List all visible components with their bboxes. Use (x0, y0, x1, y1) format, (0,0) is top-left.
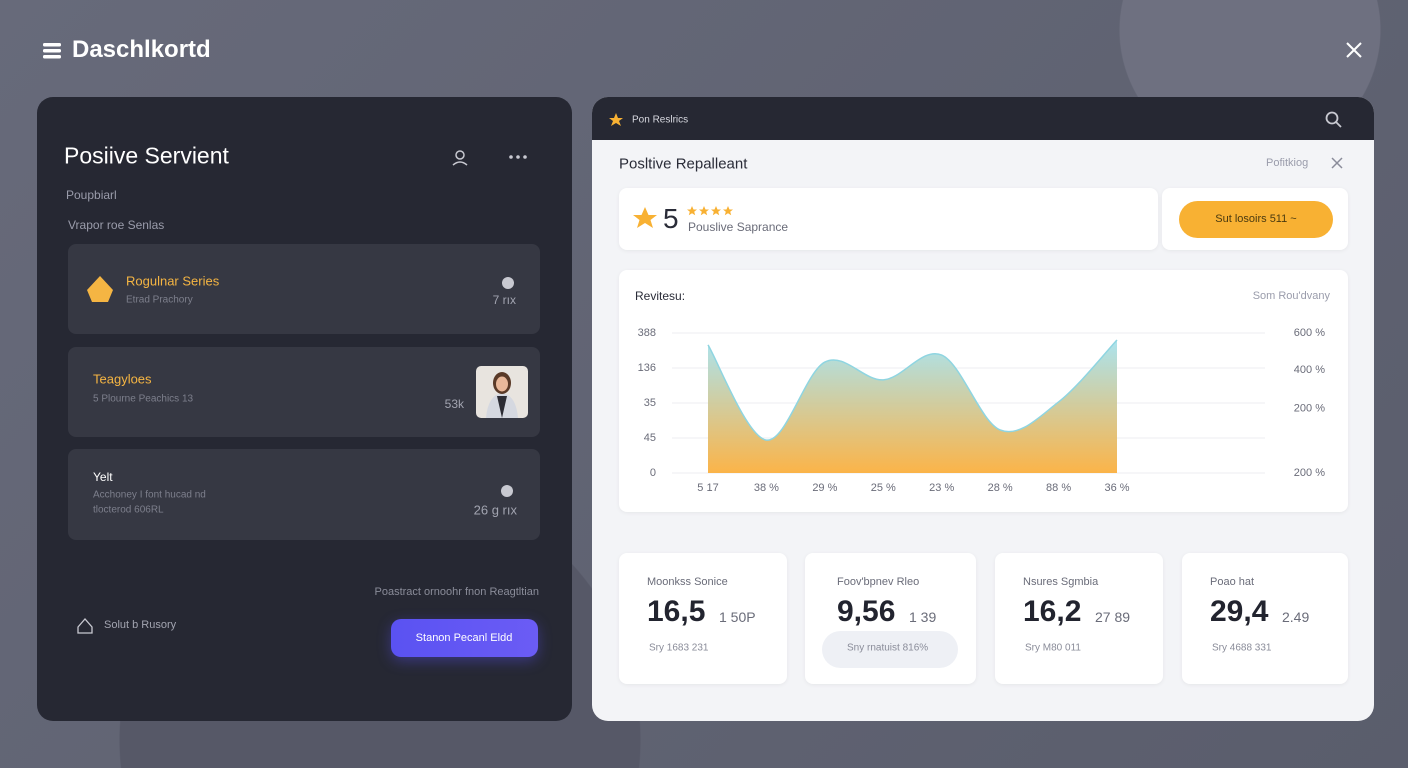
panel-subtitle: Poupbiarl (66, 188, 117, 202)
section-label: Vrapor roe Senlas (68, 218, 165, 232)
app-title: Daschlkortd (72, 36, 211, 63)
rating-label: Pouslive Saprance (688, 220, 789, 234)
link[interactable]: Solut b Rusory (104, 619, 177, 631)
footer-note: Poastract ornoohr fnon Reagtltian (374, 586, 540, 598)
stat-unit: 27 89 (1095, 609, 1131, 625)
card[interactable] (68, 449, 540, 540)
card-meta: 26 g rıx (473, 502, 517, 518)
stat-card[interactable] (1182, 553, 1348, 684)
card[interactable] (68, 244, 540, 334)
section-title: Posltive Repalleant (619, 155, 748, 173)
stat-card[interactable] (619, 553, 787, 684)
topbar-title: Pon Reslrics (632, 114, 689, 126)
card-subtitle: Etrad Prachory (126, 294, 193, 306)
stat-unit: 1 50P (719, 609, 756, 625)
rating-score: 5 (663, 203, 679, 234)
card-meta: 53k (444, 397, 464, 411)
stat-label: Moonkss Sonice (647, 576, 728, 588)
card-meta: 7 rıx (492, 293, 516, 307)
panel-title: Posiive Servient (64, 142, 229, 169)
chart-annotation: Som Rou'dvany (1252, 290, 1330, 302)
card-subtitle: Acchoney I font hucad nd (93, 489, 206, 501)
action-button[interactable] (1179, 201, 1333, 238)
card-subtitle: tlocterod 606RL (93, 504, 164, 516)
stat-unit: 2.49 (1282, 609, 1310, 625)
topbar (592, 97, 1374, 140)
card[interactable] (68, 347, 540, 437)
button-label[interactable]: Stanon Pecanl Eldd (415, 632, 513, 644)
stat-card[interactable] (995, 553, 1163, 684)
stat-label: Foov'bpnev Rleo (837, 576, 920, 588)
stat-label: Poao hat (1210, 576, 1255, 588)
rating-card (619, 188, 1158, 250)
stat-value: 9,56 (837, 595, 896, 628)
primary-button[interactable] (391, 619, 538, 657)
title-action[interactable]: Pofitkiog (1266, 157, 1309, 169)
stat-pill (822, 631, 958, 668)
stat-value: 16,2 (1023, 595, 1082, 628)
menu-icon (43, 43, 61, 59)
card-subtitle: 5 Plourne Peachics 13 (93, 393, 194, 405)
action-button-label[interactable]: Sut losoirs 511 ~ (1215, 213, 1297, 225)
chart-title: Revitesu: (635, 289, 686, 303)
stat-sub: Sny rnatuist 816% (847, 642, 929, 654)
stat-sub: Sry 4688 331 (1212, 642, 1272, 654)
stat-value: 29,4 (1210, 595, 1269, 628)
close-icon (1346, 42, 1362, 58)
stat-sub: Sry M80 011 (1025, 642, 1081, 654)
card-title: Teagyloes (93, 371, 152, 387)
stat-unit: 1 39 (909, 609, 937, 625)
stat-value: 16,5 (647, 595, 706, 628)
stat-sub: Sry 1683 231 (649, 642, 709, 654)
chart-card (619, 270, 1348, 512)
stat-label: Nsures Sgmbia (1023, 576, 1099, 588)
card-title: Rogulnar Series (126, 273, 220, 289)
card-title: Yelt (93, 470, 113, 484)
